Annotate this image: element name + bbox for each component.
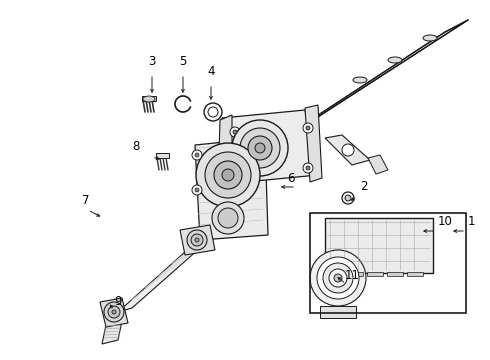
Ellipse shape bbox=[303, 163, 313, 173]
Ellipse shape bbox=[342, 144, 354, 156]
Bar bbox=[156, 153, 169, 158]
Ellipse shape bbox=[108, 306, 120, 318]
Text: 11: 11 bbox=[345, 269, 360, 282]
Ellipse shape bbox=[195, 238, 199, 242]
Text: 6: 6 bbox=[288, 172, 295, 185]
Bar bbox=[387, 272, 403, 276]
Ellipse shape bbox=[240, 128, 280, 168]
Text: 4: 4 bbox=[207, 65, 215, 78]
Polygon shape bbox=[222, 110, 318, 183]
Ellipse shape bbox=[195, 153, 199, 157]
Ellipse shape bbox=[255, 143, 265, 153]
Ellipse shape bbox=[196, 143, 260, 207]
Bar bbox=[367, 272, 383, 276]
Bar bbox=[325, 218, 433, 273]
Text: 1: 1 bbox=[468, 215, 475, 228]
Bar bbox=[327, 272, 343, 276]
Text: 7: 7 bbox=[82, 194, 90, 207]
Ellipse shape bbox=[191, 234, 203, 246]
Ellipse shape bbox=[204, 103, 222, 121]
Ellipse shape bbox=[212, 202, 244, 234]
Ellipse shape bbox=[192, 185, 202, 195]
Ellipse shape bbox=[195, 188, 199, 192]
Ellipse shape bbox=[143, 96, 155, 102]
Ellipse shape bbox=[334, 274, 342, 282]
Polygon shape bbox=[100, 298, 128, 327]
Ellipse shape bbox=[104, 302, 124, 322]
Ellipse shape bbox=[218, 208, 238, 228]
Polygon shape bbox=[118, 248, 200, 312]
Ellipse shape bbox=[310, 250, 366, 306]
Ellipse shape bbox=[342, 192, 354, 204]
Ellipse shape bbox=[353, 77, 367, 83]
Ellipse shape bbox=[233, 168, 237, 172]
Ellipse shape bbox=[208, 107, 218, 117]
Ellipse shape bbox=[323, 263, 353, 293]
Ellipse shape bbox=[230, 127, 240, 137]
Text: 9: 9 bbox=[114, 295, 122, 308]
Ellipse shape bbox=[317, 257, 359, 299]
Polygon shape bbox=[102, 321, 122, 344]
Ellipse shape bbox=[187, 230, 207, 250]
Bar bbox=[407, 272, 423, 276]
Ellipse shape bbox=[192, 150, 202, 160]
Ellipse shape bbox=[214, 161, 242, 189]
Polygon shape bbox=[218, 115, 232, 188]
Ellipse shape bbox=[205, 152, 251, 198]
Text: 3: 3 bbox=[148, 55, 156, 68]
Ellipse shape bbox=[233, 130, 237, 134]
Ellipse shape bbox=[230, 165, 240, 175]
Polygon shape bbox=[368, 155, 388, 174]
Text: 2: 2 bbox=[360, 180, 368, 193]
Ellipse shape bbox=[423, 35, 437, 41]
Ellipse shape bbox=[329, 269, 347, 287]
Polygon shape bbox=[180, 225, 215, 255]
Ellipse shape bbox=[303, 123, 313, 133]
Polygon shape bbox=[268, 20, 468, 148]
Ellipse shape bbox=[248, 136, 272, 160]
Ellipse shape bbox=[306, 166, 310, 170]
Polygon shape bbox=[305, 105, 322, 182]
Text: 5: 5 bbox=[179, 55, 187, 68]
Bar bbox=[142, 96, 156, 101]
Bar bbox=[347, 272, 363, 276]
Ellipse shape bbox=[345, 195, 351, 201]
Ellipse shape bbox=[306, 126, 310, 130]
Ellipse shape bbox=[232, 120, 288, 176]
Text: 10: 10 bbox=[438, 215, 453, 228]
Polygon shape bbox=[325, 135, 370, 165]
Text: 8: 8 bbox=[133, 140, 140, 153]
Polygon shape bbox=[195, 138, 268, 240]
Polygon shape bbox=[320, 306, 356, 318]
Ellipse shape bbox=[388, 57, 402, 63]
Ellipse shape bbox=[112, 310, 116, 314]
Ellipse shape bbox=[222, 169, 234, 181]
